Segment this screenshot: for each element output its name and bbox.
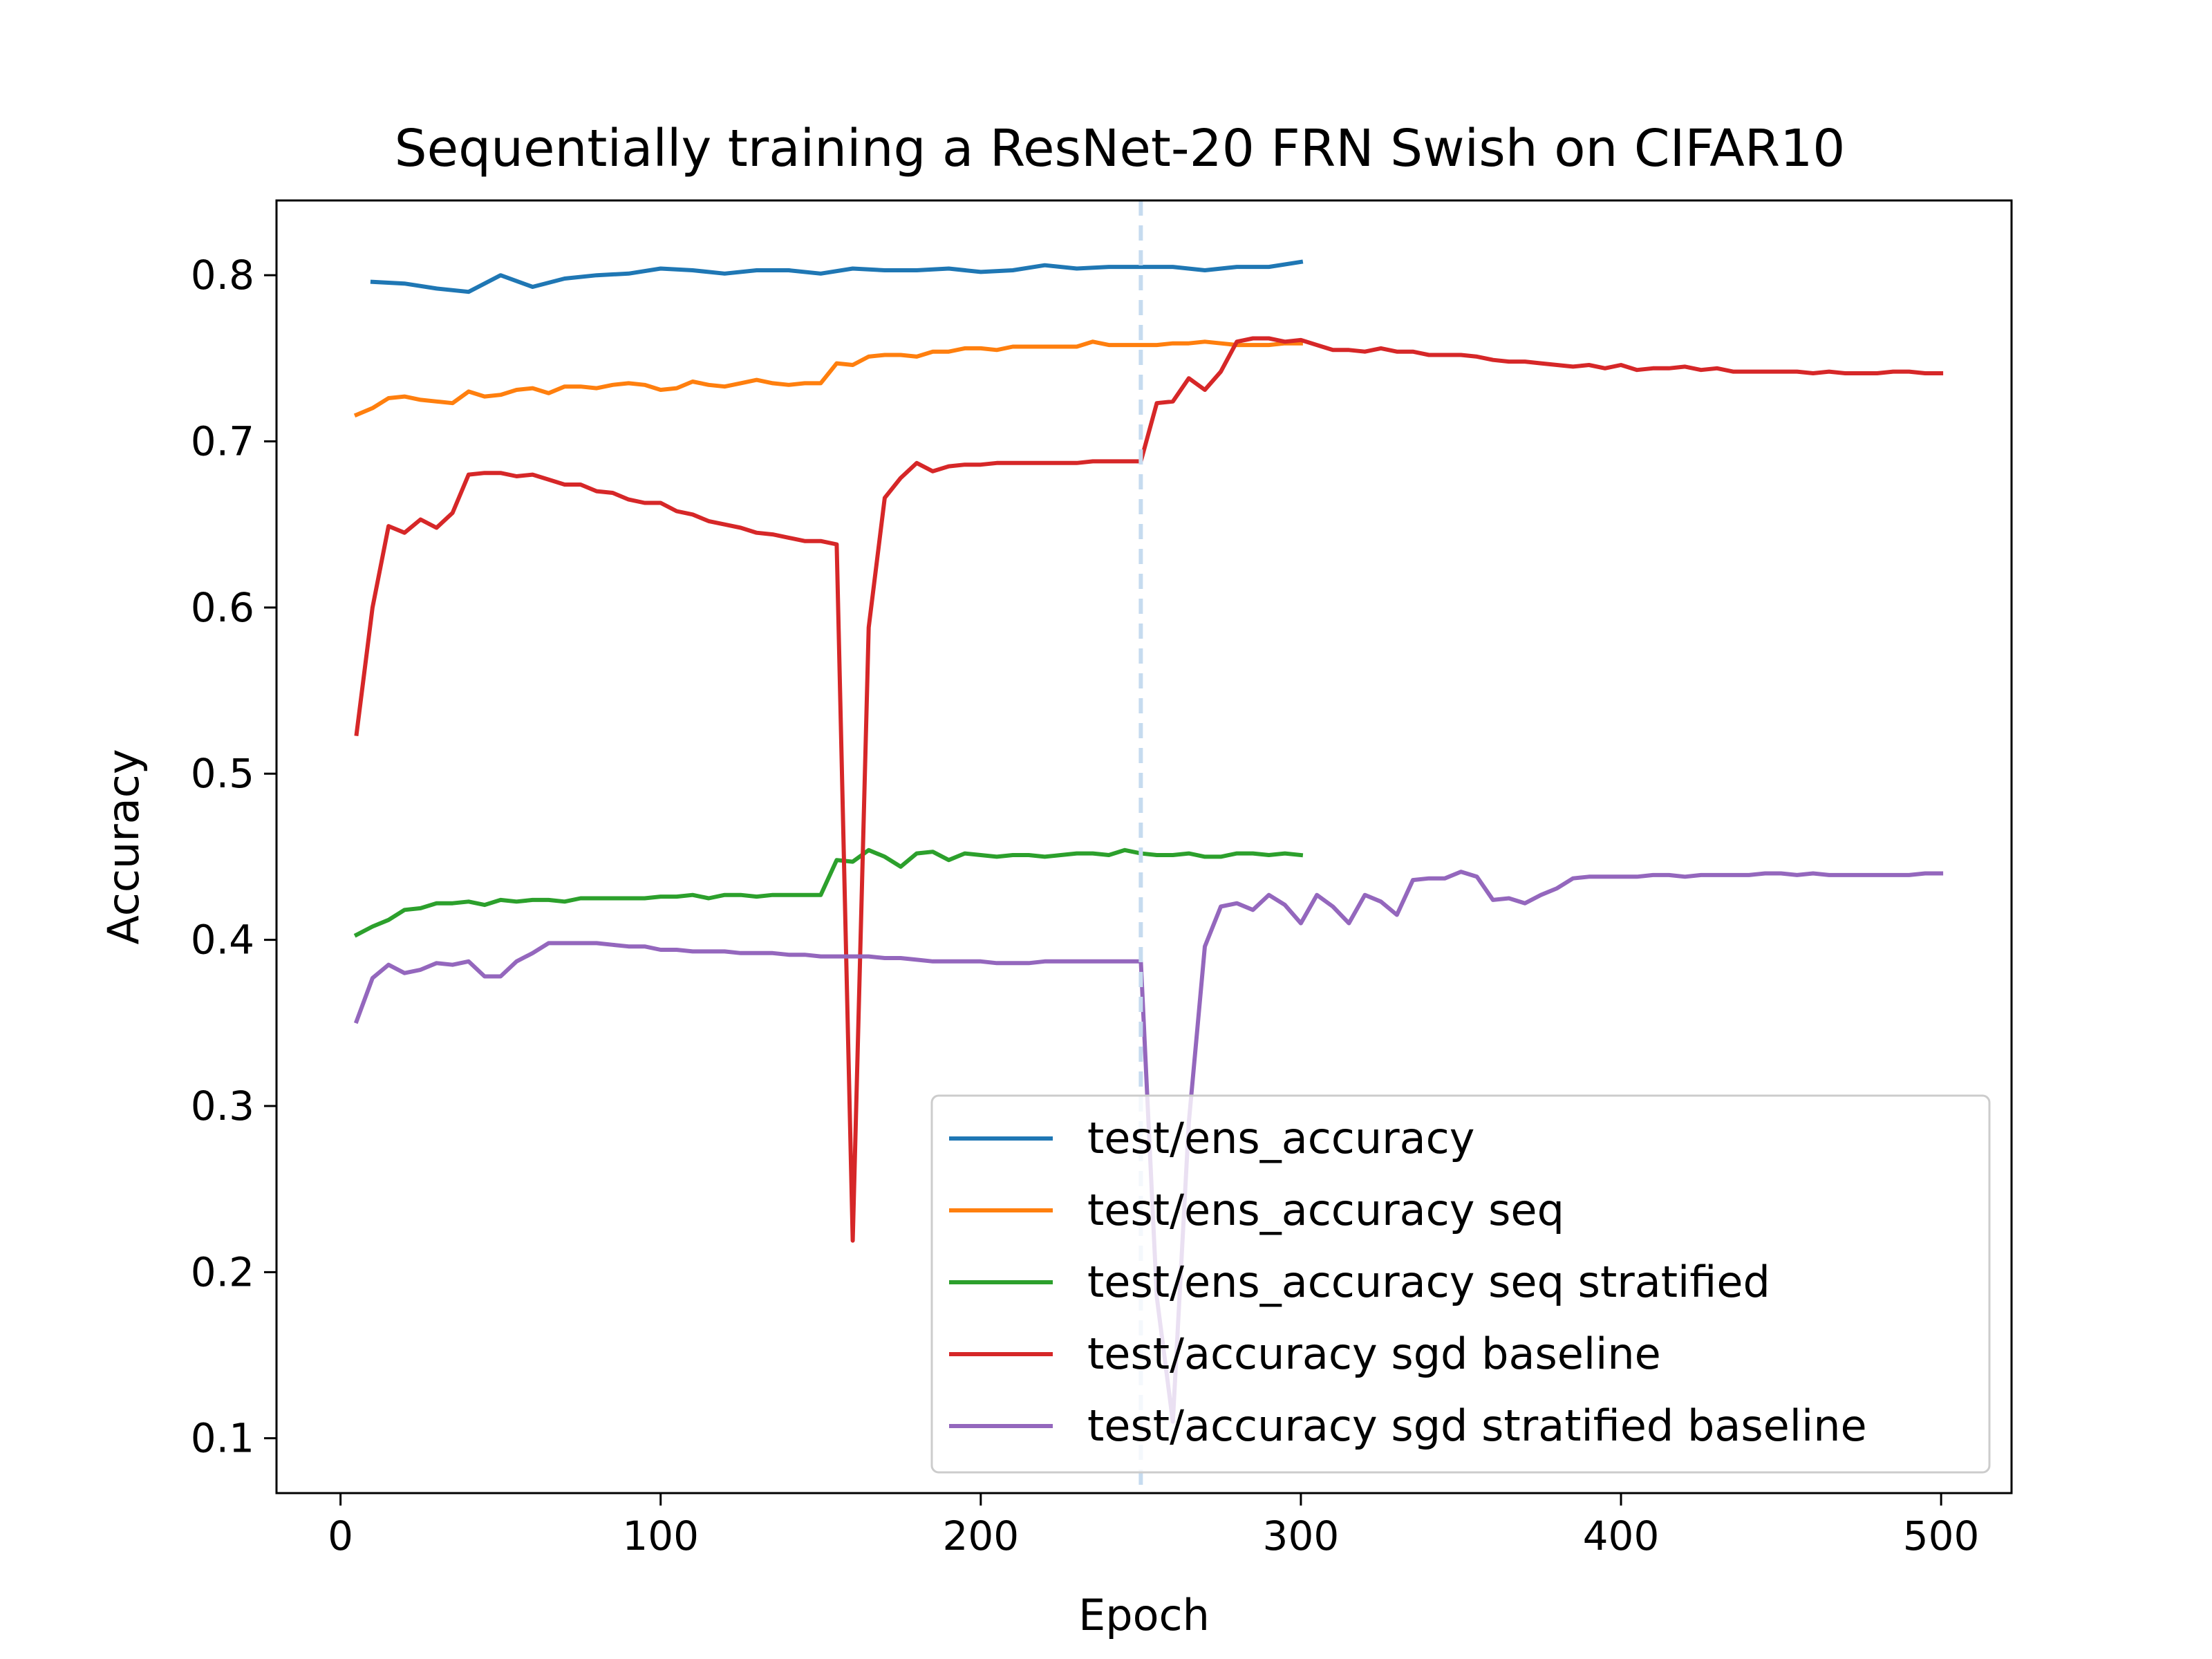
y-tick-label: 0.3 — [191, 1082, 254, 1130]
series-line-2 — [353, 847, 1304, 938]
y-tick-label: 0.4 — [191, 917, 254, 964]
y-tick-label: 0.1 — [191, 1415, 254, 1462]
y-tick-label: 0.7 — [191, 418, 254, 465]
plot-frame — [275, 199, 2013, 1494]
x-tick-label: 500 — [1903, 1512, 1980, 1559]
y-axis-label: Accuracy — [98, 749, 149, 944]
x-tick-label: 300 — [1263, 1512, 1340, 1559]
y-tick-label: 0.8 — [191, 252, 254, 299]
series-layer — [353, 259, 1944, 1424]
legend-label-0: test/ens_accuracy — [1087, 1113, 1474, 1163]
x-axis: 0 100 200 300 400 500 — [328, 1493, 1979, 1559]
series-line-1 — [353, 339, 1303, 418]
legend-box — [930, 1094, 1991, 1474]
x-tick-label: 400 — [1583, 1512, 1660, 1559]
chart-title: Sequentially training a ResNet-20 FRN Sw… — [395, 119, 1846, 178]
y-tick-label: 0.2 — [191, 1248, 254, 1295]
legend-label-4: test/accuracy sgd stratified baseline — [1087, 1400, 1867, 1451]
y-tick-label: 0.6 — [191, 584, 254, 631]
legend-label-3: test/accuracy sgd baseline — [1087, 1329, 1661, 1379]
series-line-3 — [354, 336, 1944, 1243]
x-tick-label: 200 — [942, 1512, 1019, 1559]
y-tick-label: 0.5 — [191, 750, 254, 797]
y-axis: 0.1 0.2 0.3 0.4 0.5 0.6 0.7 0.8 — [191, 252, 276, 1462]
x-axis-label: Epoch — [1078, 1590, 1210, 1640]
series-line-0 — [370, 259, 1304, 294]
legend: test/ens_accuracy test/ens_accuracy seq te… — [930, 1094, 1991, 1474]
legend-label-2: test/ens_accuracy seq stratified — [1087, 1257, 1770, 1307]
x-tick-label: 0 — [328, 1512, 353, 1559]
legend-label-1: test/ens_accuracy seq — [1087, 1185, 1564, 1235]
x-tick-label: 100 — [622, 1512, 699, 1559]
